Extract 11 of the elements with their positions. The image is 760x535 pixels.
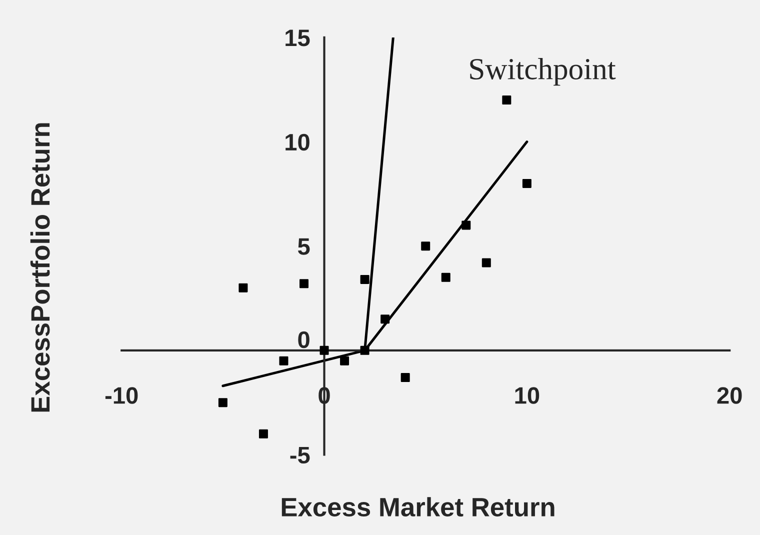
y-tick-label: 0 bbox=[298, 331, 310, 348]
y-tick-label: 5 bbox=[298, 238, 310, 255]
x-axis-title: Excess Market Return bbox=[282, 497, 554, 517]
y-tick-label: 10 bbox=[286, 134, 310, 151]
y-axis-title: ExcessPortfolio Return bbox=[30, 123, 50, 412]
x-tick-label: -10 bbox=[105, 387, 138, 404]
annotation: Switchpoint bbox=[470, 58, 616, 86]
x-tick-label: 10 bbox=[515, 387, 540, 404]
y-tick-label: -5 bbox=[290, 447, 310, 464]
x-tick-label: 20 bbox=[717, 387, 742, 404]
y-tick-label: 15 bbox=[286, 30, 310, 46]
